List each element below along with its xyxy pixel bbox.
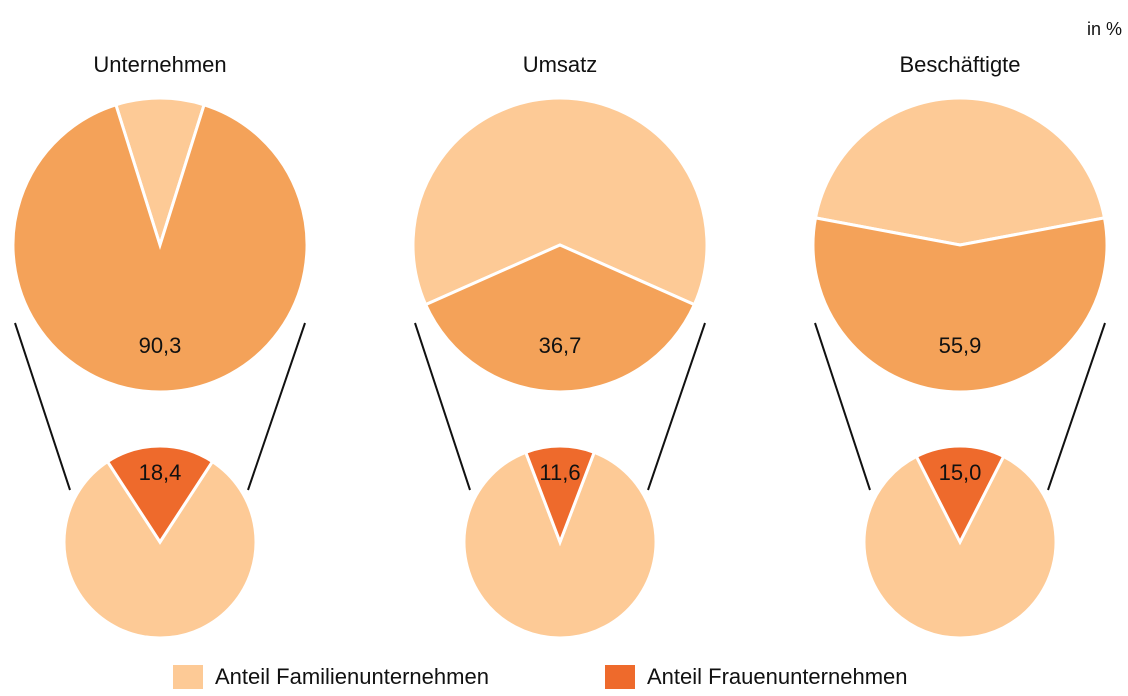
legend-label: Anteil Frauenunternehmen bbox=[647, 664, 908, 689]
pie-title: Umsatz bbox=[523, 52, 598, 77]
pie-slice-women bbox=[523, 444, 597, 547]
pie-slice-rest bbox=[114, 96, 206, 250]
unit-label: in % bbox=[1087, 19, 1122, 39]
connector bbox=[14, 322, 71, 491]
legend-swatch bbox=[605, 665, 635, 689]
value-label: 11,6 bbox=[539, 460, 580, 485]
connector bbox=[814, 322, 871, 491]
value-label: 90,3 bbox=[139, 333, 182, 358]
value-label: 36,7 bbox=[539, 333, 582, 358]
legend-label: Anteil Familienunternehmen bbox=[215, 664, 489, 689]
pie-title: Unternehmen bbox=[93, 52, 226, 77]
pie-slice-family bbox=[11, 102, 309, 394]
connector bbox=[1047, 322, 1106, 491]
pie-slice-rest bbox=[411, 96, 709, 307]
pie-slice-rest bbox=[813, 96, 1107, 247]
pie-slice-women bbox=[914, 444, 1006, 546]
pie-title: Beschäftigte bbox=[899, 52, 1020, 77]
pie-slice-family bbox=[423, 243, 697, 394]
pie-slice-family-rest bbox=[62, 459, 258, 640]
connector bbox=[247, 322, 306, 491]
value-label: 15,0 bbox=[939, 460, 982, 485]
pie-slice-family bbox=[811, 216, 1109, 394]
connector bbox=[414, 322, 471, 491]
pie-slice-family-rest bbox=[862, 454, 1058, 640]
legend-swatch bbox=[173, 665, 203, 689]
value-label: 55,9 bbox=[939, 333, 982, 358]
pie-slice-women bbox=[105, 444, 215, 545]
connector bbox=[647, 322, 706, 491]
value-label: 18,4 bbox=[139, 460, 182, 485]
